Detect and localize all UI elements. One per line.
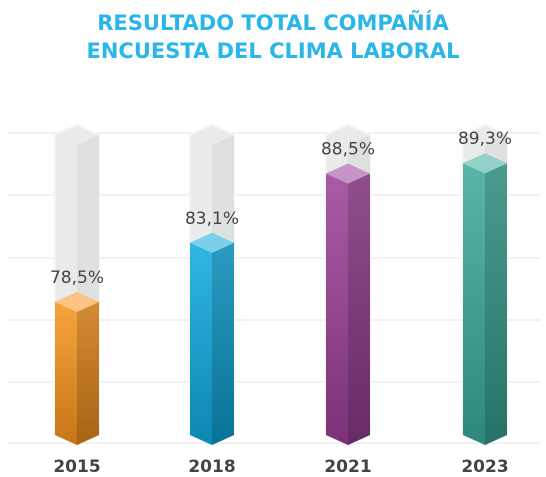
bar bbox=[55, 301, 99, 445]
x-tick-label: 2021 bbox=[324, 457, 371, 477]
x-tick-label: 2018 bbox=[188, 457, 235, 477]
bar-side bbox=[77, 301, 99, 445]
x-tick-label: 2023 bbox=[461, 457, 508, 477]
bar-top bbox=[55, 291, 99, 312]
bar-side bbox=[348, 173, 370, 445]
value-label: 78,5% bbox=[50, 268, 104, 288]
chart-subtitle: ENCUESTA DEL CLIMA LABORAL bbox=[87, 39, 460, 63]
bar bbox=[326, 173, 370, 445]
bar-side bbox=[212, 242, 234, 445]
value-label: 88,5% bbox=[321, 140, 375, 160]
value-label: 89,3% bbox=[458, 129, 512, 149]
bar-top bbox=[326, 163, 370, 184]
chart-title: RESULTADO TOTAL COMPAÑÍA bbox=[97, 10, 449, 35]
x-tick-label: 2015 bbox=[53, 457, 100, 477]
bar bbox=[190, 242, 234, 445]
bar-top bbox=[190, 232, 234, 253]
bar-top bbox=[463, 153, 507, 174]
bar bbox=[463, 163, 507, 445]
bar-side bbox=[485, 163, 507, 445]
value-label: 83,1% bbox=[185, 209, 239, 229]
